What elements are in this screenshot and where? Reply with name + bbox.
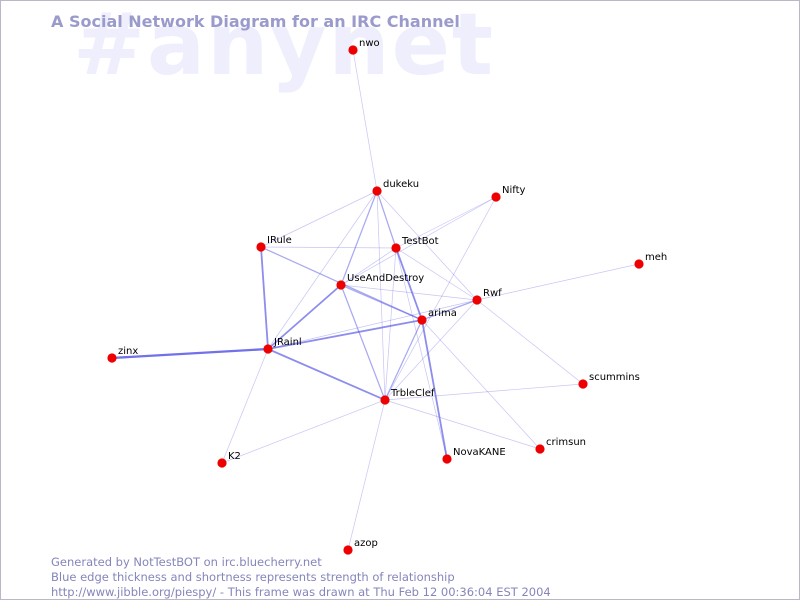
edge-IRule-TestBot [260, 246, 397, 249]
node-IRule: IRule [256, 235, 292, 252]
node-label: zinx [118, 346, 138, 357]
node-dot [372, 186, 382, 196]
edge-JRainl-K2 [221, 348, 269, 464]
edge-UseAndDestroy-JRainl [267, 284, 342, 350]
node-Rwf: Rwf [472, 288, 502, 305]
node-dot [217, 458, 227, 468]
node-label: meh [645, 252, 667, 263]
node-dot [578, 379, 588, 389]
edge-IRule-JRainl [260, 246, 269, 350]
node-JRainl: JRainl [263, 337, 302, 354]
edge-TrbleClef-scummins [384, 383, 584, 401]
node-label: scummins [589, 372, 640, 383]
edge-arima-JRainl [267, 319, 423, 350]
node-azop: azop [343, 538, 378, 555]
node-label: nwo [359, 38, 380, 49]
edge-dukeku-Rwf [376, 190, 478, 301]
edge-arima-crimsun [421, 319, 541, 450]
edge-TestBot-NovaKANE [395, 247, 448, 460]
node-dot [472, 295, 482, 305]
node-crimsun: crimsun [535, 437, 586, 454]
node-label: TrbleClef [390, 388, 435, 399]
node-label: dukeku [383, 179, 419, 190]
node-dukeku: dukeku [372, 179, 419, 196]
edge-Nifty-UseAndDestroy [340, 196, 497, 286]
edge-TestBot-TrbleClef [384, 247, 397, 401]
node-NovaKANE: NovaKANE [442, 447, 506, 464]
edge-TrbleClef-crimsun [384, 399, 541, 450]
edge-TestBot-Rwf [395, 247, 478, 301]
edge-Rwf-scummins [476, 299, 584, 385]
node-label: IRule [267, 235, 292, 246]
node-label: TestBot [401, 236, 439, 247]
edge-arima-TrbleClef [384, 319, 423, 401]
node-dot [417, 315, 427, 325]
node-dot [491, 192, 501, 202]
node-dot [348, 45, 358, 55]
node-dot [343, 545, 353, 555]
edge-dukeku-TrbleClef [376, 190, 386, 401]
footer-generator: Generated by NotTestBOT on irc.bluecherr… [51, 555, 322, 569]
node-dot [391, 243, 401, 253]
edge-UseAndDestroy-arima [340, 284, 423, 321]
edge-dukeku-UseAndDestroy [340, 190, 378, 286]
node-dot [107, 353, 117, 363]
edge-UseAndDestroy-Rwf [340, 284, 478, 301]
node-dot [442, 454, 452, 464]
node-TestBot: TestBot [391, 236, 439, 253]
edge-layer [111, 49, 640, 551]
node-label: NovaKANE [453, 447, 506, 458]
edge-zinx-JRainl [111, 347, 269, 360]
node-K2: K2 [217, 451, 241, 468]
node-meh: meh [634, 252, 667, 269]
footer-credits: http://www.jibble.org/piespy/ - This fra… [51, 585, 551, 599]
diagram-title: A Social Network Diagram for an IRC Chan… [51, 12, 460, 31]
edge-UseAndDestroy-TrbleClef [340, 284, 386, 401]
node-dot [263, 344, 273, 354]
edge-Nifty-TrbleClef [384, 196, 497, 401]
node-layer: nwo dukeku Nifty IRule TestBot meh UseAndDestr… [107, 38, 667, 555]
node-TrbleClef: TrbleClef [380, 388, 435, 405]
node-dot [380, 395, 390, 405]
node-UseAndDestroy: UseAndDestroy [336, 273, 424, 290]
node-nwo: nwo [348, 38, 380, 55]
node-dot [336, 280, 346, 290]
edge-meh-Rwf [476, 263, 640, 301]
edge-dukeku-IRule [260, 190, 378, 248]
node-label: azop [354, 538, 378, 549]
node-dot [535, 444, 545, 454]
node-label: K2 [228, 451, 241, 462]
node-zinx: zinx [107, 346, 138, 363]
node-label: Rwf [483, 288, 502, 299]
node-dot [256, 242, 266, 252]
node-label: Nifty [502, 185, 526, 196]
edge-Rwf-TrbleClef [384, 299, 478, 401]
edge-TrbleClef-K2 [221, 399, 386, 464]
node-label: UseAndDestroy [347, 273, 424, 284]
node-Nifty: Nifty [491, 185, 526, 202]
edge-arima-NovaKANE [421, 319, 448, 460]
node-label: JRainl [273, 337, 302, 348]
edge-nwo-dukeku [352, 49, 378, 192]
node-scummins: scummins [578, 372, 640, 389]
edge-Rwf-JRainl [267, 299, 478, 350]
edge-Nifty-TestBot [395, 196, 497, 249]
node-label: arima [428, 308, 457, 319]
edge-dukeku-JRainl [267, 190, 378, 350]
edge-TestBot-arima [395, 247, 423, 321]
edge-dukeku-TestBot [376, 190, 397, 249]
edge-TestBot-UseAndDestroy [340, 247, 397, 286]
channel-watermark: #anynet [73, 0, 496, 95]
edge-TrbleClef-azop [347, 399, 386, 551]
footer-legend: Blue edge thickness and shortness repres… [51, 570, 455, 584]
node-arima: arima [417, 308, 457, 325]
edge-JRainl-TrbleClef [267, 348, 386, 401]
node-dot [634, 259, 644, 269]
node-label: crimsun [546, 437, 586, 448]
edge-Rwf-arima [421, 299, 478, 321]
